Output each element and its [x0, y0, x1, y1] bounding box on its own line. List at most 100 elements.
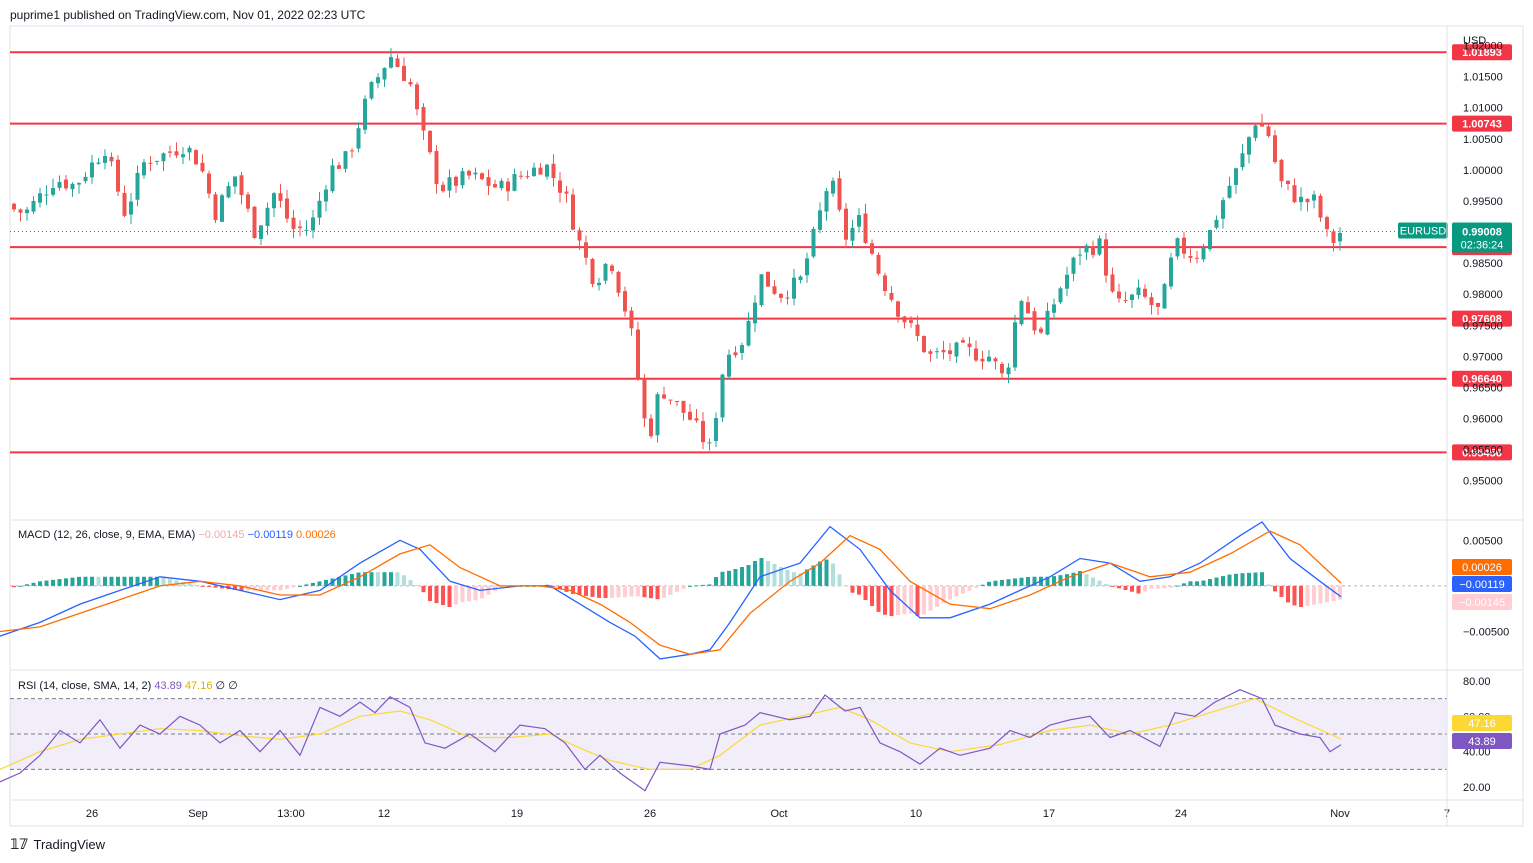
- candle-body: [1227, 185, 1232, 198]
- time-tick-label: 26: [644, 808, 656, 820]
- candle-body: [454, 176, 458, 186]
- time-tick-label: 12: [378, 808, 390, 820]
- macd-histogram-bar: [1169, 585, 1173, 588]
- macd-histogram-bar: [473, 585, 478, 601]
- macd-histogram-bar: [850, 585, 855, 593]
- macd-histogram-bar: [38, 581, 42, 586]
- macd-histogram-bar: [155, 576, 159, 586]
- macd-line: [0, 521, 1342, 660]
- macd-histogram-bar: [148, 576, 153, 586]
- level-tag: [1452, 310, 1512, 327]
- time-tick-label: 13:00: [277, 808, 305, 820]
- macd-histogram-bar: [642, 585, 647, 598]
- candle-body: [1058, 288, 1063, 303]
- macd-histogram-bar: [694, 585, 699, 587]
- macd-histogram-bar: [181, 581, 185, 586]
- price-tick-label: 0.96500: [1463, 382, 1503, 394]
- macd-value-tag: [1452, 576, 1512, 592]
- macd-histogram-bar: [109, 576, 114, 586]
- macd-histogram-bar: [1221, 576, 1225, 586]
- macd-histogram-bar: [44, 580, 49, 586]
- rsi-ma-value-tag-label: 47.16: [1468, 718, 1496, 730]
- macd-histogram-bar: [889, 585, 894, 617]
- macd-histogram-bar: [954, 585, 959, 597]
- macd-value-tag-label: −0.00119: [1459, 579, 1504, 591]
- level-tag: [1452, 444, 1512, 461]
- macd-pane: 0.00500 −0.00500 MACD (12, 26, close, 9, E…: [0, 521, 1512, 660]
- candle-body: [506, 181, 510, 192]
- currency-label: USD: [1463, 35, 1486, 47]
- macd-histogram-bar: [1156, 585, 1160, 589]
- candle-body: [779, 293, 783, 298]
- publisher-line: puprime1 published on TradingView.com, N…: [10, 8, 366, 22]
- macd-histogram-bar: [1000, 579, 1004, 586]
- price-tick-label: 0.95000: [1463, 476, 1503, 488]
- macd-histogram-bar: [233, 585, 237, 590]
- level-tag-label: 0.96640: [1462, 374, 1502, 386]
- level-tag-label: 0.97608: [1462, 314, 1502, 326]
- candle-body: [714, 418, 718, 441]
- candle-body: [1104, 239, 1108, 276]
- candle-body: [766, 271, 770, 287]
- macd-histogram-bar: [1071, 572, 1076, 586]
- candle-body: [1273, 135, 1277, 162]
- candle-body: [350, 150, 354, 152]
- signal-value-tag-label: 0.00026: [1462, 562, 1502, 574]
- candle-body: [363, 98, 367, 130]
- macd-histogram-bar: [402, 575, 406, 586]
- candle-body: [1097, 238, 1102, 255]
- macd-histogram-bar: [662, 585, 666, 598]
- time-tick-label: 17: [1043, 808, 1055, 820]
- candle-body: [1201, 247, 1206, 260]
- candle-body: [753, 302, 757, 324]
- candle-body: [1091, 246, 1095, 255]
- candle-body: [1045, 310, 1050, 335]
- macd-histogram-bar: [1162, 585, 1167, 589]
- macd-histogram-bar: [207, 585, 211, 587]
- macd-histogram-bar: [317, 581, 322, 586]
- candle-body: [1240, 153, 1245, 168]
- candle-body: [226, 186, 231, 198]
- macd-histogram-bar: [1136, 585, 1141, 594]
- macd-histogram-bar: [1019, 577, 1024, 586]
- candle-body: [434, 151, 439, 185]
- macd-histogram-bar: [1006, 579, 1011, 586]
- rsi-ma-line: [0, 697, 1342, 770]
- candle-body: [415, 84, 419, 110]
- rsi-tick-label: 20.00: [1463, 782, 1491, 794]
- level-tag: [1452, 370, 1512, 387]
- rsi-extra-values: ∅ ∅: [216, 680, 238, 692]
- macd-histogram-bar: [1305, 585, 1310, 606]
- macd-histogram-bar: [980, 584, 985, 586]
- candle-body: [1292, 185, 1297, 203]
- candle-body: [798, 276, 803, 281]
- candle-body: [772, 286, 777, 294]
- candle-body: [870, 243, 874, 254]
- candle-body: [1032, 311, 1037, 331]
- macd-histogram-bar: [291, 585, 296, 588]
- macd-histogram-bar: [993, 580, 998, 586]
- macd-histogram-bar: [1325, 585, 1329, 603]
- candle-body: [317, 200, 322, 218]
- time-tick-label: Nov: [1330, 808, 1350, 820]
- candle-body: [51, 188, 55, 195]
- candle-body: [64, 179, 68, 189]
- candle-body: [1169, 257, 1173, 287]
- candle-body: [941, 349, 946, 353]
- candle-body: [675, 401, 679, 403]
- macd-histogram-bar: [187, 583, 192, 586]
- macd-histogram-bar: [1013, 578, 1017, 586]
- level-tag-label: 0.95456: [1462, 447, 1502, 459]
- candle-body: [883, 275, 887, 291]
- macd-histogram-bar: [1201, 580, 1206, 586]
- macd-histogram-bar: [909, 585, 913, 614]
- candle-body: [694, 418, 699, 421]
- candle-body: [545, 164, 549, 177]
- candle-body: [1195, 257, 1199, 259]
- macd-histogram-bar: [1260, 572, 1264, 586]
- candle-body: [460, 171, 465, 186]
- support-resistance-levels: 1.018931.007430.987570.976080.966400.954…: [10, 44, 1512, 461]
- candle-body: [1065, 274, 1069, 289]
